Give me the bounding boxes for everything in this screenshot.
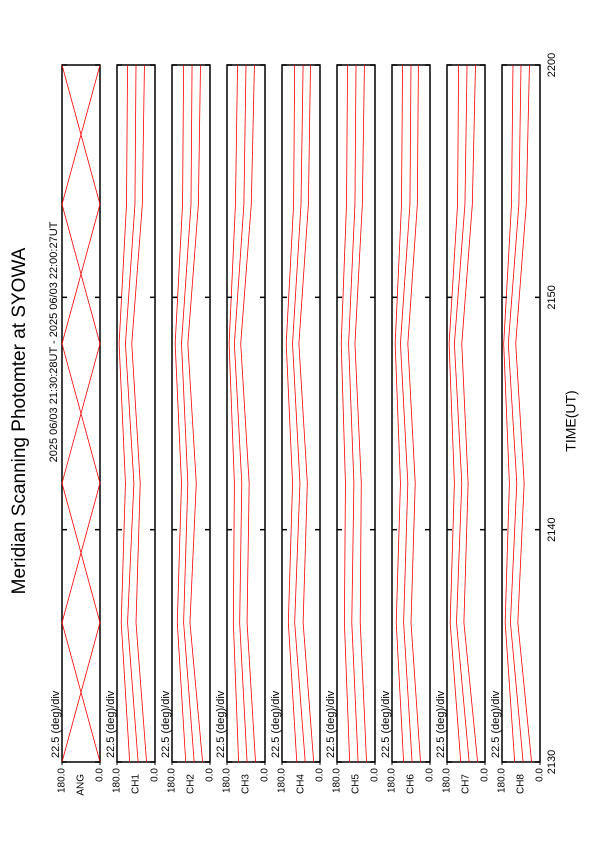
- panel-frame: [336, 64, 376, 763]
- channel-label: CH4: [296, 774, 307, 794]
- scale-label: 22.5 (deg)/div: [435, 690, 447, 758]
- y-tick-label: 0.0: [480, 768, 491, 782]
- trace: [233, 64, 248, 763]
- scale-label: 22.5 (deg)/div: [215, 690, 227, 758]
- panel-frame: [171, 64, 211, 763]
- trace: [515, 64, 532, 763]
- trace: [503, 64, 516, 763]
- x-tick-label: 2140: [546, 517, 558, 541]
- trace: [285, 64, 298, 763]
- scale-label: 22.5 (deg)/div: [380, 690, 392, 758]
- y-tick-label: 180.0: [497, 768, 508, 793]
- scale-label: 22.5 (deg)/div: [105, 690, 117, 758]
- y-tick-label: 0.0: [535, 768, 546, 782]
- scale-label: 22.5 (deg)/div: [490, 690, 502, 758]
- y-tick-label: 0.0: [150, 768, 161, 782]
- panel-frame: [281, 64, 321, 763]
- y-tick-label: 180.0: [442, 768, 453, 793]
- rotated-sheet: Meridian Scanning Photomter at SYOWA 202…: [9, 53, 579, 796]
- y-tick-label: 180.0: [112, 768, 123, 793]
- trace: [340, 64, 351, 763]
- x-axis-label: TIME(UT): [563, 390, 579, 451]
- channel-label: CH1: [131, 774, 142, 794]
- trace: [354, 64, 367, 763]
- y-tick-label: 0.0: [205, 768, 216, 782]
- scale-label: 22.5 (deg)/div: [270, 690, 282, 758]
- trace: [448, 64, 462, 763]
- x-tick-label: 2200: [546, 53, 558, 77]
- channel-label: ANG: [76, 774, 87, 796]
- trace: [131, 64, 147, 763]
- chart-title: Meridian Scanning Photomter at SYOWA: [9, 247, 30, 594]
- x-tick-label: 2130: [546, 750, 558, 774]
- y-tick-label: 180.0: [57, 768, 68, 793]
- y-tick-label: 0.0: [315, 768, 326, 782]
- y-tick-label: 180.0: [277, 768, 288, 793]
- scale-label: 22.5 (deg)/div: [325, 690, 337, 758]
- y-tick-label: 180.0: [167, 768, 178, 793]
- trace: [298, 64, 315, 763]
- channel-label: CH6: [406, 774, 417, 794]
- trace: [453, 64, 470, 763]
- y-tick-label: 0.0: [370, 768, 381, 782]
- channel-label: CH2: [186, 774, 197, 794]
- y-tick-label: 0.0: [425, 768, 436, 782]
- trace: [61, 64, 101, 763]
- trace: [507, 64, 524, 763]
- trace: [400, 64, 413, 763]
- channel-label: CH3: [241, 774, 252, 794]
- y-tick-label: 180.0: [387, 768, 398, 793]
- channel-label: CH8: [516, 774, 527, 794]
- panel-frame: [61, 64, 101, 763]
- panel-frame: [226, 64, 266, 763]
- trace: [394, 64, 405, 763]
- y-tick-label: 0.0: [95, 768, 106, 782]
- panel-frame: [446, 64, 486, 763]
- trace: [407, 64, 421, 763]
- trace: [292, 64, 306, 763]
- trace: [125, 64, 139, 763]
- y-tick-label: 0.0: [260, 768, 271, 782]
- y-tick-label: 180.0: [222, 768, 233, 793]
- scale-label: 22.5 (deg)/div: [160, 690, 172, 758]
- channel-label: CH7: [461, 774, 472, 794]
- trace: [181, 64, 195, 763]
- trace: [228, 64, 240, 763]
- scale-label: 22.5 (deg)/div: [50, 690, 62, 758]
- x-tick-label: 2150: [546, 285, 558, 309]
- trace: [348, 64, 359, 763]
- y-tick-label: 180.0: [332, 768, 343, 793]
- trace: [461, 64, 479, 763]
- trace: [240, 64, 256, 763]
- subtitle: 2025 06/03 21:30:28UT - 2025 06/03 22:00…: [48, 221, 60, 462]
- channel-label: CH5: [351, 774, 362, 794]
- trace: [118, 64, 131, 763]
- trace: [174, 64, 187, 763]
- trace: [187, 64, 204, 763]
